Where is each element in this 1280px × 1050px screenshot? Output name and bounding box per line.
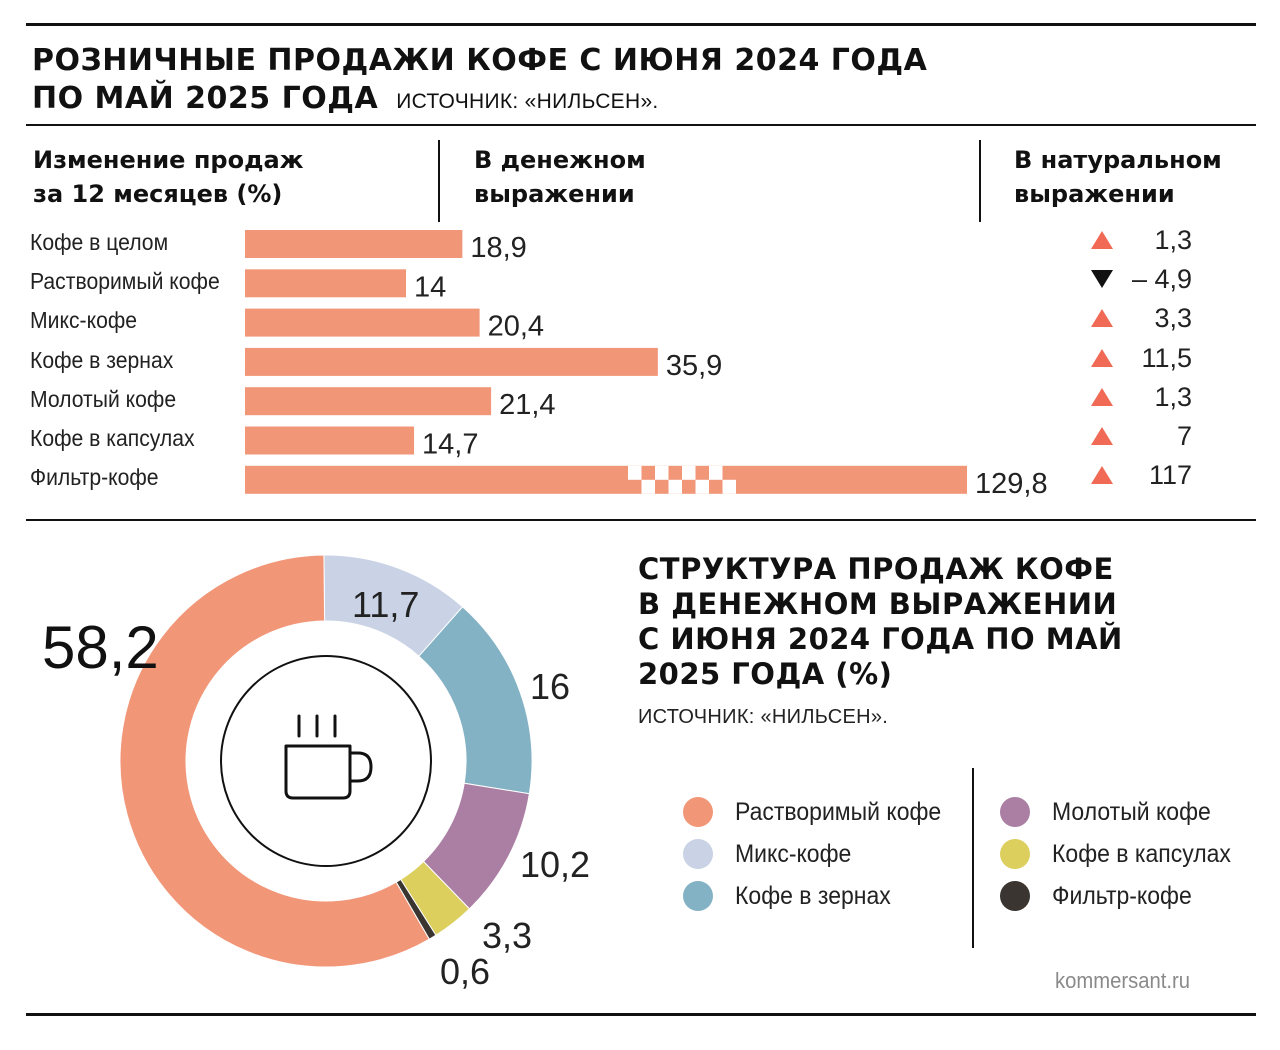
donut-label-ground: 10,2 bbox=[520, 844, 591, 885]
up-arrow-icon bbox=[1091, 349, 1113, 367]
axis-break-mark bbox=[628, 465, 642, 480]
donut-label-capsules: 3,3 bbox=[482, 915, 533, 956]
bar bbox=[245, 426, 415, 455]
legend-item-capsules: Кофе в капсулах bbox=[1000, 838, 1246, 870]
column-separator-2 bbox=[979, 140, 981, 222]
axis-break-mark bbox=[682, 465, 696, 480]
axis-break-mark bbox=[655, 465, 669, 480]
axis-break-mark bbox=[722, 479, 736, 494]
bar bbox=[245, 269, 406, 298]
donut-slice bbox=[418, 606, 533, 795]
up-arrow-icon bbox=[1091, 309, 1113, 327]
donut-slice bbox=[422, 782, 530, 910]
down-arrow-icon bbox=[1091, 270, 1113, 288]
bar bbox=[245, 465, 967, 494]
donut-inner-ring bbox=[220, 655, 432, 867]
axis-break-mark bbox=[695, 479, 709, 494]
top-rule bbox=[26, 23, 1256, 26]
row-label: Фильтр-кофе bbox=[30, 464, 159, 490]
column-header-change: Изменение продаж за 12 месяцев (%) bbox=[33, 146, 304, 208]
legend-item-mix: Микс-кофе bbox=[683, 838, 861, 870]
legend-swatch bbox=[683, 839, 713, 869]
bottom-rule bbox=[26, 1013, 1256, 1016]
row-label: Кофе в целом bbox=[30, 229, 169, 255]
credit-text: kommersant.ru bbox=[1055, 968, 1190, 993]
title-line-1: РОЗНИЧНЫЕ ПРОДАЖИ КОФЕ С ИЮНЯ 2024 ГОДА bbox=[32, 43, 928, 78]
up-arrow-icon bbox=[1091, 231, 1113, 249]
row-label: Кофе в капсулах bbox=[30, 425, 195, 451]
donut-title: СТРУКТУРА ПРОДАЖ КОФЕ В ДЕНЕЖНОМ ВЫРАЖЕН… bbox=[638, 552, 1123, 691]
bar-chart: 18,9 14 20,4 35,9 21,4 14,7 129,8 bbox=[245, 230, 1048, 500]
bar-value-label: 35,9 bbox=[666, 350, 722, 382]
legend-swatch bbox=[1000, 839, 1030, 869]
bar bbox=[245, 308, 480, 337]
page-title: РОЗНИЧНЫЕ ПРОДАЖИ КОФЕ С ИЮНЯ 2024 ГОДА … bbox=[32, 42, 927, 121]
title-source: ИСТОЧНИК: «НИЛЬСЕН». bbox=[396, 90, 659, 113]
bar-value-label: 20,4 bbox=[488, 311, 544, 343]
section-rule bbox=[26, 519, 1256, 521]
legend-separator bbox=[972, 768, 974, 948]
bar-value-label: 21,4 bbox=[499, 389, 555, 421]
donut-slice bbox=[395, 878, 437, 940]
coffee-cup-icon bbox=[284, 714, 373, 800]
bar bbox=[245, 230, 463, 258]
bar-value-label: 129,8 bbox=[975, 468, 1048, 500]
natural-value: 3,3 bbox=[1154, 303, 1192, 333]
row-label: Кофе в зернах bbox=[30, 347, 174, 373]
donut-slice bbox=[400, 860, 471, 936]
column-header-money: В денежном выражении bbox=[474, 146, 646, 208]
up-arrow-icon bbox=[1091, 466, 1113, 484]
natural-value: 1,3 bbox=[1154, 225, 1192, 255]
axis-break-mark bbox=[709, 465, 723, 480]
row-label: Растворимый кофе bbox=[30, 268, 220, 294]
row-label: Микс-кофе bbox=[30, 307, 138, 333]
bar bbox=[245, 347, 658, 376]
bar bbox=[245, 387, 492, 416]
column-header-natural: В натуральном выражении bbox=[1014, 146, 1222, 208]
up-arrow-icon bbox=[1091, 427, 1113, 445]
legend-item-instant: Растворимый кофе bbox=[683, 796, 959, 828]
legend-swatch bbox=[1000, 797, 1030, 827]
bar-value-label: 14 bbox=[414, 271, 446, 303]
natural-value: 117 bbox=[1148, 460, 1192, 490]
title-line-2: ПО МАЙ 2025 ГОДА bbox=[32, 81, 379, 116]
donut-label-beans: 16 bbox=[530, 666, 571, 707]
legend-item-beans: Кофе в зернах bbox=[683, 880, 904, 912]
legend-swatch bbox=[683, 881, 713, 911]
natural-value: – 4,9 bbox=[1131, 264, 1192, 294]
natural-value: 1,3 bbox=[1154, 382, 1192, 412]
column-separator-1 bbox=[438, 140, 440, 222]
donut-source: ИСТОЧНИК: «НИЛЬСЕН». bbox=[638, 706, 889, 728]
natural-value: 7 bbox=[1176, 421, 1192, 451]
legend-item-ground: Молотый кофе bbox=[1000, 796, 1225, 828]
bar-value-label: 14,7 bbox=[422, 429, 478, 461]
up-arrow-icon bbox=[1091, 388, 1113, 406]
header-rule bbox=[26, 124, 1256, 126]
row-label: Молотый кофе bbox=[30, 386, 177, 412]
axis-break-mark bbox=[641, 479, 655, 494]
natural-value: 11,5 bbox=[1141, 343, 1192, 373]
bar-value-label: 18,9 bbox=[470, 232, 526, 264]
legend-item-filter: Фильтр-кофе bbox=[1000, 880, 1204, 912]
legend-swatch bbox=[683, 797, 713, 827]
legend-swatch bbox=[1000, 881, 1030, 911]
donut-label-instant: 58,2 bbox=[42, 614, 159, 681]
donut-label-filter: 0,6 bbox=[440, 951, 491, 992]
axis-break-mark bbox=[668, 479, 682, 494]
donut-label-mix: 11,7 bbox=[352, 584, 420, 625]
